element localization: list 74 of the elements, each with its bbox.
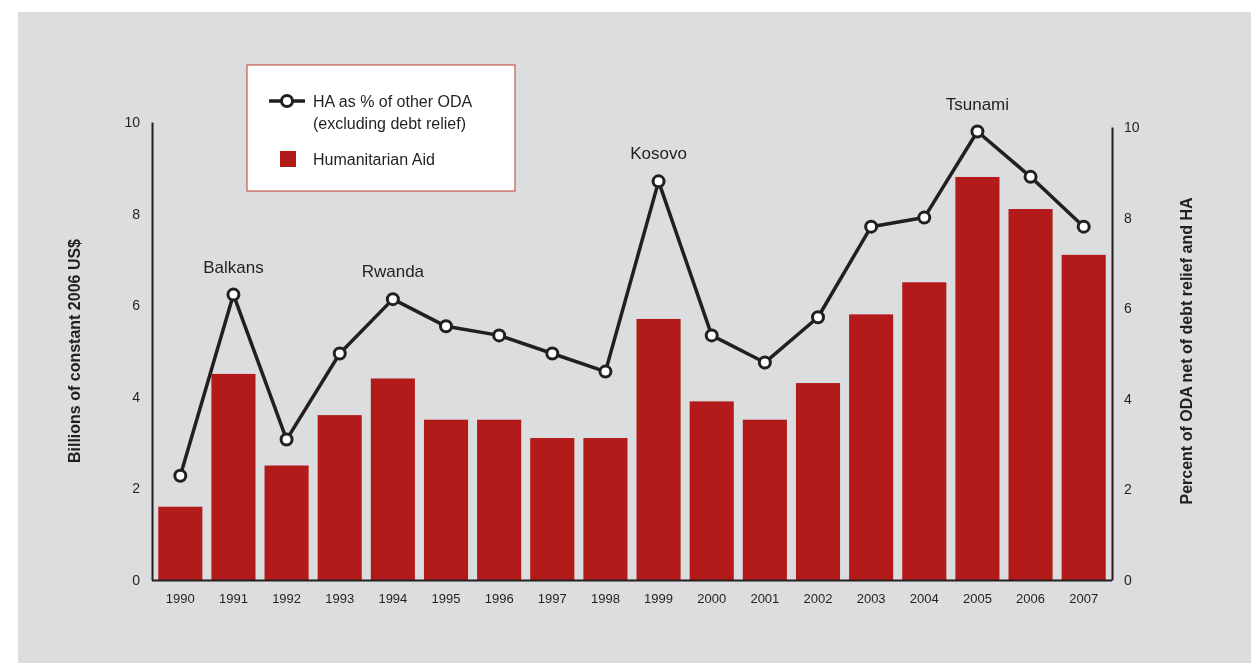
bar — [370, 378, 415, 580]
y-tick-label: 6 — [132, 297, 141, 314]
point — [279, 432, 294, 447]
bar — [583, 438, 628, 580]
annotation: Kosovo — [630, 144, 687, 164]
point — [332, 346, 347, 361]
y2-tick-label: 4 — [1124, 390, 1132, 407]
bar — [636, 318, 681, 580]
point — [439, 319, 454, 334]
y-tick-label: 8 — [132, 205, 141, 222]
x-tick-label: 2002 — [803, 591, 833, 607]
point — [810, 310, 825, 325]
point — [757, 355, 772, 370]
point — [173, 468, 188, 483]
point — [704, 328, 719, 343]
legend-label: HA as % of other ODA (excluding debt relief) — [313, 93, 473, 132]
bar — [317, 415, 362, 580]
y-tick-label: 10 — [124, 113, 141, 130]
bar — [477, 419, 522, 580]
bar — [1008, 209, 1053, 580]
y2-axis-title: Percent of ODA net of debt relief and HA — [1178, 197, 1195, 505]
bar — [902, 282, 947, 580]
point — [226, 287, 241, 302]
x-tick-label: 1998 — [590, 591, 620, 607]
point — [598, 364, 613, 379]
y2-tick-label: 0 — [1124, 571, 1132, 588]
x-tick-label: 2003 — [856, 591, 886, 607]
y2-tick-label: 2 — [1124, 481, 1132, 498]
bar — [795, 383, 841, 580]
point — [1076, 219, 1091, 234]
point — [917, 210, 932, 225]
bar — [530, 438, 575, 580]
bar — [423, 419, 469, 580]
bar — [742, 419, 787, 580]
bar — [849, 314, 894, 580]
point — [651, 174, 666, 189]
y-tick-label: 2 — [132, 480, 141, 497]
point — [1023, 169, 1038, 184]
bar — [1061, 254, 1106, 580]
y2-tick-label: 8 — [1124, 209, 1132, 226]
bar — [211, 373, 256, 580]
legend-label: Humanitarian Aid — [313, 151, 435, 168]
x-tick-label: 2000 — [697, 591, 727, 607]
x-tick-label: 1999 — [644, 591, 674, 607]
bar — [955, 176, 1000, 580]
text: Tsunami — [945, 94, 1010, 114]
x-tick-label: 2006 — [1016, 591, 1046, 607]
x-tick-label: 1993 — [325, 591, 355, 607]
y-tick-label: 0 — [132, 571, 141, 588]
point — [545, 346, 560, 361]
y2-tick-label: 6 — [1124, 300, 1132, 317]
y-tick-label: 4 — [132, 388, 141, 405]
x-tick-label: 2007 — [1069, 591, 1099, 607]
x-tick-label: 1991 — [218, 591, 248, 607]
y-axis-title: Billions of constant 2006 US$ — [66, 238, 83, 464]
x-tick-label: 2004 — [909, 591, 939, 607]
x-tick-label: 1994 — [378, 591, 408, 607]
x-tick-label: 2005 — [962, 591, 992, 607]
bar — [689, 401, 734, 580]
y2-tick-label: 10 — [1124, 118, 1140, 135]
point — [492, 328, 507, 343]
annotation: Balkans — [203, 257, 264, 277]
bar — [158, 506, 203, 580]
x-tick-label: 1996 — [484, 591, 514, 607]
x-tick-label: 1997 — [537, 591, 567, 607]
point — [385, 292, 400, 307]
annotation: Rwanda — [361, 262, 425, 282]
x-tick-label: 1992 — [272, 591, 302, 607]
bar — [264, 465, 309, 580]
x-tick-label: 1990 — [165, 591, 195, 607]
point — [970, 124, 985, 139]
x-tick-label: 1995 — [431, 591, 461, 607]
point — [864, 219, 879, 234]
x-tick-label: 2001 — [750, 591, 780, 607]
